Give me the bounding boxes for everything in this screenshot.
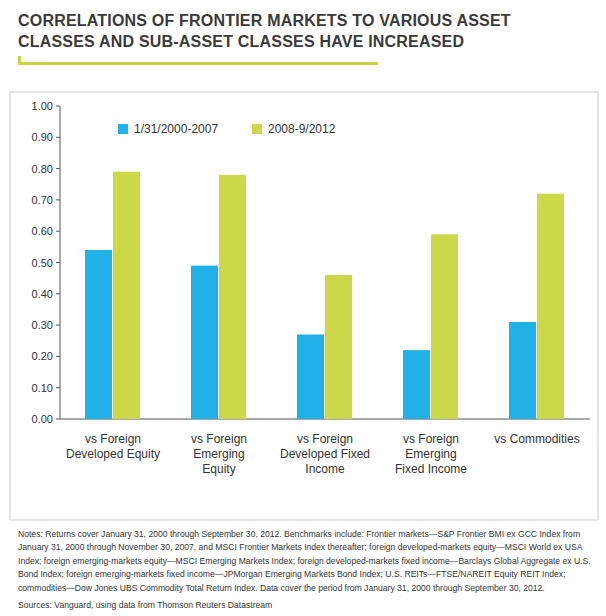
x-tick-label-line: Income	[305, 462, 345, 476]
y-tick-label: 0.90	[32, 131, 53, 143]
bar	[113, 172, 140, 419]
x-tick-label: vs ForeignEmergingFixed Income	[395, 432, 467, 476]
y-tick-label: 0.80	[32, 163, 53, 175]
y-tick	[56, 106, 60, 107]
y-tick	[56, 137, 60, 138]
y-tick	[56, 262, 60, 263]
x-tick-label: vs ForeignDeveloped FixedIncome	[280, 432, 370, 476]
y-tick-label: 0.50	[32, 257, 53, 269]
y-tick	[56, 419, 60, 420]
bar	[297, 334, 324, 419]
frame	[10, 92, 598, 520]
y-tick	[56, 325, 60, 326]
legend-swatch	[118, 124, 128, 134]
notes: Notes: Returns cover January 31, 2000 th…	[18, 528, 596, 595]
bar	[403, 350, 430, 419]
y-tick	[56, 293, 60, 294]
x-tick-label-line: Emerging	[193, 447, 244, 461]
y-tick-label: 0.00	[32, 413, 53, 425]
bars	[85, 172, 564, 419]
legend-label: 2008-9/2012	[268, 122, 336, 136]
x-tick-label-line: vs Foreign	[85, 432, 141, 446]
x-tick-label-line: vs Foreign	[191, 432, 247, 446]
y-tick-label: 0.70	[32, 194, 53, 206]
x-tick-label: vs ForeignDeveloped Equity	[66, 432, 160, 461]
bar	[85, 250, 112, 419]
y-tick-label: 0.20	[32, 350, 53, 362]
y-tick	[56, 168, 60, 169]
legend-swatch	[252, 124, 262, 134]
x-tick-label-line: Fixed Income	[395, 462, 467, 476]
source: Sources: Vanguard, using data from Thoms…	[18, 600, 596, 610]
y-tick-label: 1.00	[32, 100, 53, 112]
y-tick	[56, 199, 60, 200]
x-tick-label-line: vs Foreign	[403, 432, 459, 446]
x-tick-label-line: Developed Equity	[66, 447, 160, 461]
y-tick-label: 0.30	[32, 319, 53, 331]
bar	[431, 234, 458, 419]
x-tick-label: vs Commodities	[494, 432, 579, 446]
title-rule	[18, 62, 378, 65]
x-tick-label: vs ForeignEmergingEquity	[191, 432, 247, 476]
bar	[191, 266, 218, 419]
x-tick-label-line: Emerging	[405, 447, 456, 461]
x-tick-label-line: vs Commodities	[494, 432, 579, 446]
x-tick-label-line: Developed Fixed	[280, 447, 370, 461]
y-tick-label: 0.60	[32, 225, 53, 237]
x-tick-label-line: vs Foreign	[297, 432, 353, 446]
chart: 0.00 0.10 0.20 0.30 0.40 0.50 0.60 0.70 0.80 0.90…	[0, 0, 606, 616]
bar	[537, 194, 564, 419]
y-tick	[56, 231, 60, 232]
x-tick-label-line: Equity	[202, 462, 235, 476]
y-tick	[56, 387, 60, 388]
legend-label: 1/31/2000-2007	[134, 122, 218, 136]
y-tick-label: 0.10	[32, 382, 53, 394]
title: CORRELATIONS OF FRONTIER MARKETS TO VARI…	[18, 10, 558, 52]
bar	[219, 175, 246, 419]
y-tick-label: 0.40	[32, 288, 53, 300]
bar	[325, 275, 352, 419]
bar	[509, 322, 536, 419]
y-tick	[56, 356, 60, 357]
